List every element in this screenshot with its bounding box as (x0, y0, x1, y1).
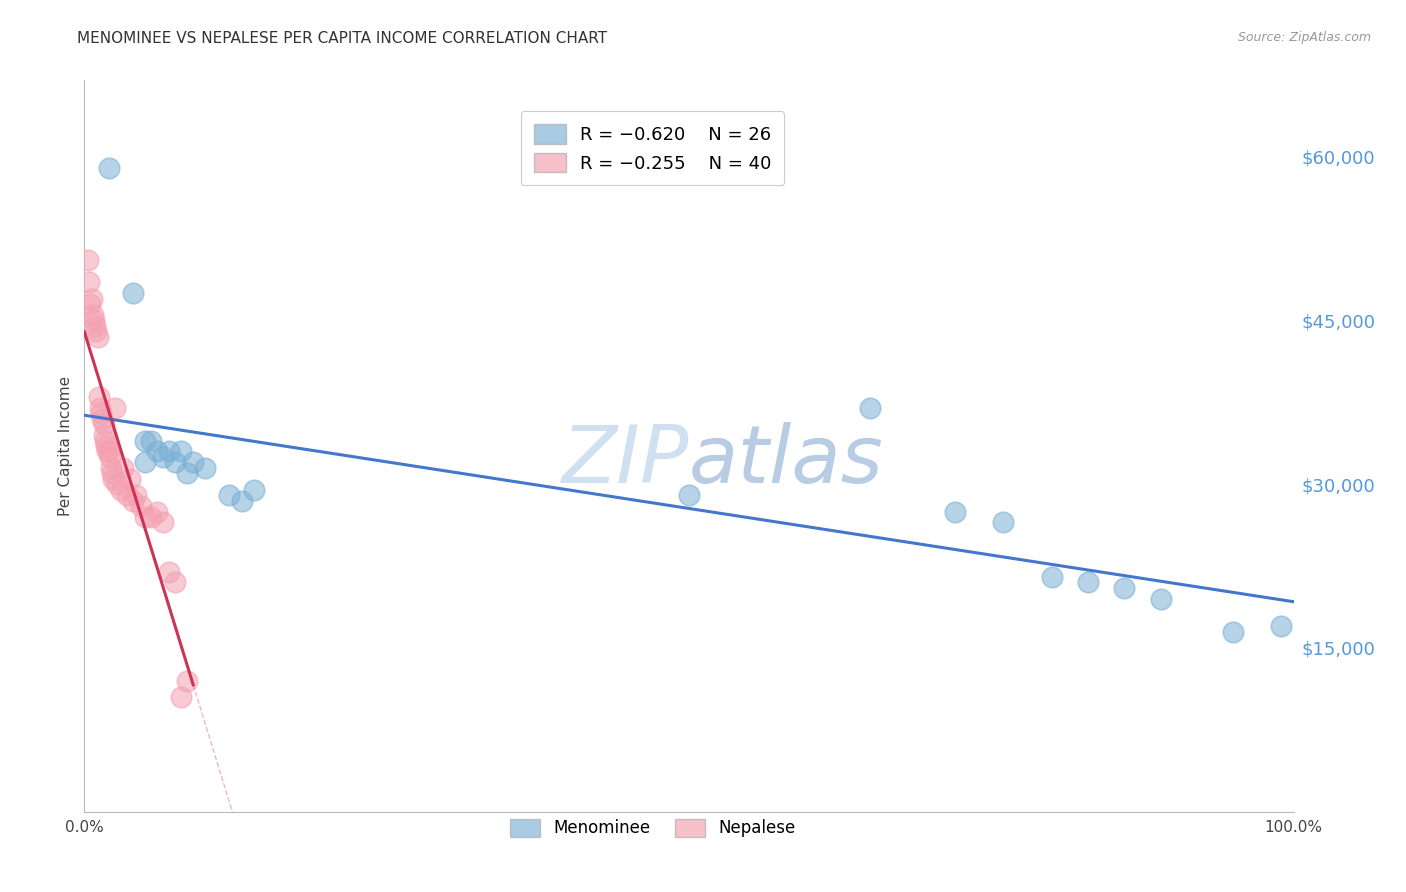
Point (1114, 581, 1136, 595)
Point (86, 324, 108, 338)
Point (157, 565, 180, 579)
Point (94, 439, 117, 453)
Point (165, 455, 187, 469)
Point (77, 275, 100, 289)
Point (242, 483, 264, 497)
Y-axis label: Per Capita Income: Per Capita Income (58, 376, 73, 516)
Point (125, 488, 148, 502)
Point (1222, 624, 1244, 639)
Point (86, 330, 108, 344)
Point (1040, 570, 1063, 584)
Text: Source: ZipAtlas.com: Source: ZipAtlas.com (1237, 31, 1371, 45)
Point (79, 297, 101, 311)
Point (993, 516, 1015, 530)
Point (194, 460, 217, 475)
Point (170, 690, 193, 704)
Point (93, 428, 115, 442)
Point (98, 450, 121, 464)
Point (82, 308, 104, 322)
Point (170, 444, 193, 458)
Point (1149, 591, 1171, 606)
Point (84, 318, 107, 333)
Point (678, 488, 700, 502)
Text: ZIP: ZIP (561, 422, 689, 500)
Point (112, 460, 135, 475)
Point (100, 460, 122, 475)
Point (115, 488, 138, 502)
Point (90, 406, 112, 420)
Point (176, 673, 198, 688)
Point (121, 493, 143, 508)
Point (121, 286, 143, 301)
Legend: Menominee, Nepalese: Menominee, Nepalese (499, 809, 806, 847)
Point (120, 472, 142, 486)
Point (146, 504, 169, 518)
Point (80, 292, 103, 306)
Point (139, 510, 162, 524)
Point (157, 444, 180, 458)
Point (218, 488, 240, 502)
Point (181, 455, 204, 469)
Point (231, 493, 253, 508)
Point (1270, 619, 1292, 633)
Point (110, 483, 132, 497)
Point (176, 467, 198, 481)
Point (103, 472, 125, 486)
Point (146, 444, 169, 458)
Point (152, 516, 174, 530)
Point (83, 313, 105, 327)
Text: MENOMINEE VS NEPALESE PER CAPITA INCOME CORRELATION CHART: MENOMINEE VS NEPALESE PER CAPITA INCOME … (77, 31, 607, 46)
Point (87, 390, 110, 404)
Point (93, 417, 115, 432)
Point (134, 455, 156, 469)
Point (859, 401, 882, 415)
Text: atlas: atlas (689, 422, 884, 500)
Point (943, 504, 966, 518)
Point (101, 467, 124, 481)
Point (129, 499, 152, 513)
Point (1077, 575, 1099, 590)
Point (152, 450, 174, 464)
Point (77, 253, 100, 268)
Point (97, 161, 120, 175)
Point (134, 510, 156, 524)
Point (139, 434, 162, 448)
Point (89, 401, 111, 415)
Point (104, 401, 127, 415)
Point (94, 434, 117, 448)
Point (105, 477, 128, 491)
Point (96, 444, 118, 458)
Point (91, 411, 114, 425)
Point (165, 575, 187, 590)
Point (134, 434, 156, 448)
Point (97, 444, 120, 458)
